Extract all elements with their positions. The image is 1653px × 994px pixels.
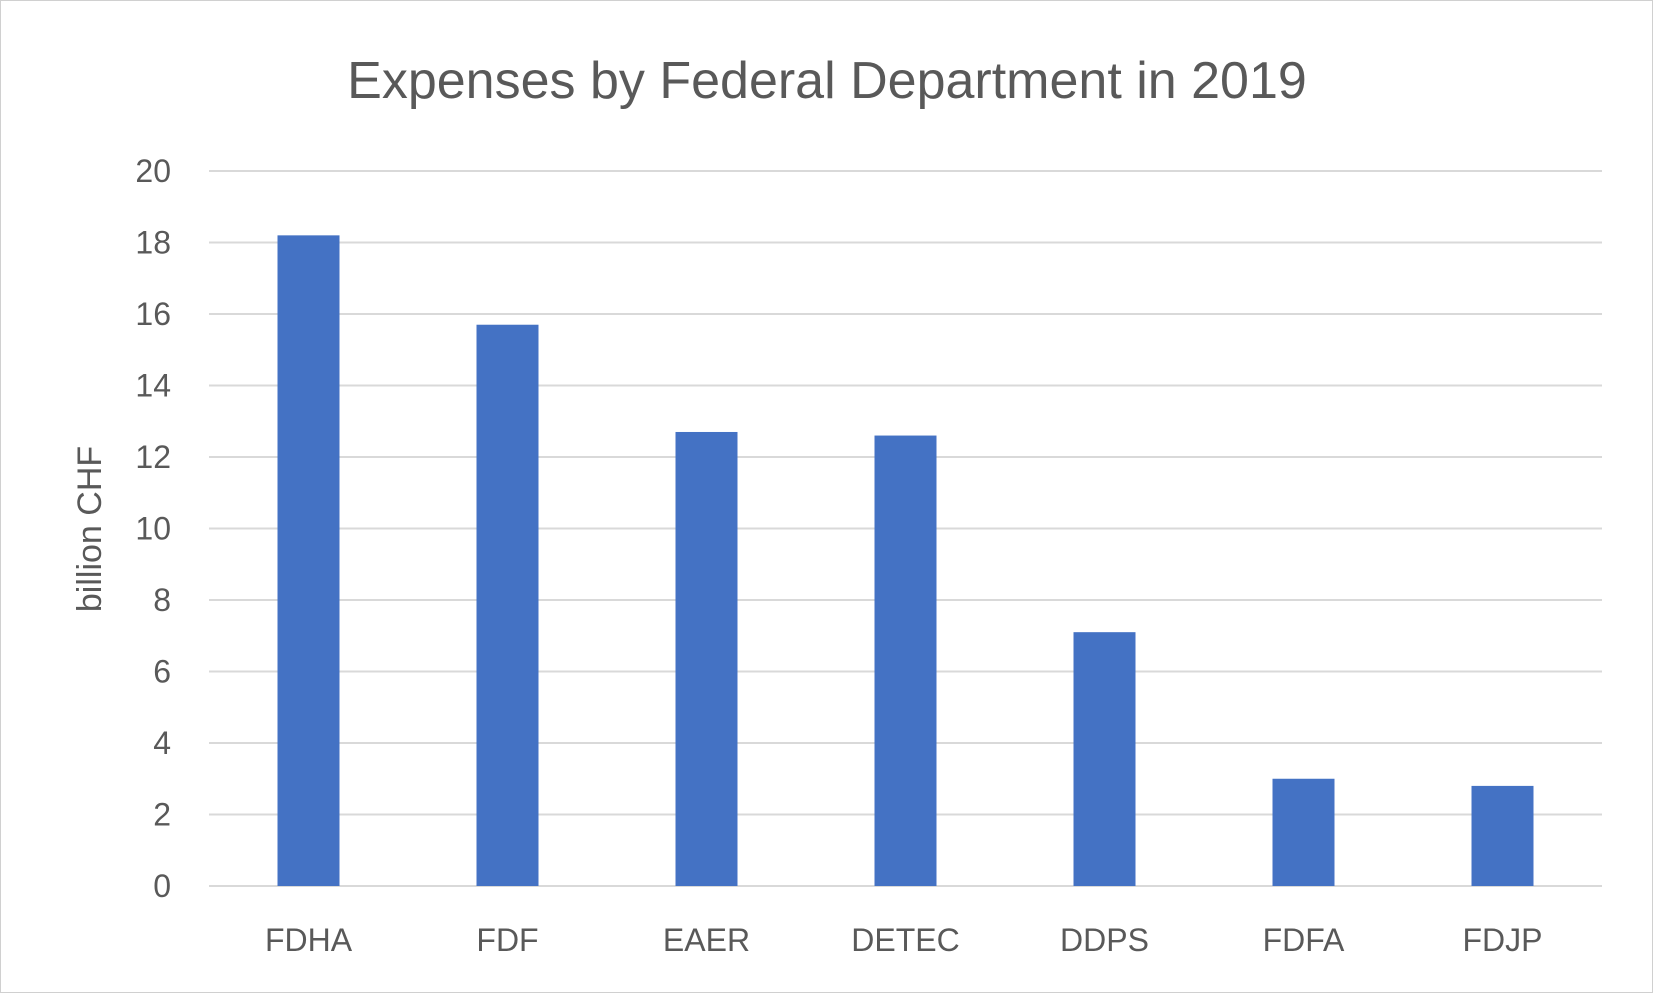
y-axis-label: billion CHF — [71, 446, 109, 612]
y-tick-label: 4 — [153, 725, 171, 761]
x-tick-label: DETEC — [851, 922, 959, 958]
x-tick-label: FDF — [476, 922, 538, 958]
x-tick-label: FDFA — [1263, 922, 1345, 958]
y-axis-ticks: 0 2 4 6 8 10 12 14 16 18 20 — [135, 153, 171, 904]
bar-ddps — [1073, 632, 1136, 886]
x-axis-ticks: FDHA FDF EAER DETEC DDPS FDFA FDJP — [265, 922, 1543, 958]
chart-title: Expenses by Federal Department in 2019 — [347, 52, 1307, 110]
y-tick-label: 12 — [135, 439, 171, 475]
x-tick-label: EAER — [663, 922, 750, 958]
bar-detec — [874, 435, 937, 886]
y-tick-label: 6 — [153, 654, 171, 690]
bar-fdf — [476, 324, 539, 887]
y-tick-label: 2 — [153, 797, 171, 833]
y-tick-label: 14 — [135, 368, 171, 404]
y-tick-label: 8 — [153, 582, 171, 618]
bars — [277, 235, 1534, 887]
bar-eaer — [675, 431, 738, 886]
y-tick-label: 16 — [135, 296, 171, 332]
y-tick-label: 18 — [135, 225, 171, 261]
bar-fdha — [277, 235, 340, 887]
x-tick-label: FDHA — [265, 922, 353, 958]
bar-fdjp — [1471, 785, 1534, 886]
y-tick-label: 0 — [153, 868, 171, 904]
x-tick-label: FDJP — [1463, 922, 1543, 958]
y-tick-label: 10 — [135, 511, 171, 547]
x-tick-label: DDPS — [1060, 922, 1149, 958]
bar-fdfa — [1272, 778, 1335, 886]
y-tick-label: 20 — [135, 153, 171, 189]
